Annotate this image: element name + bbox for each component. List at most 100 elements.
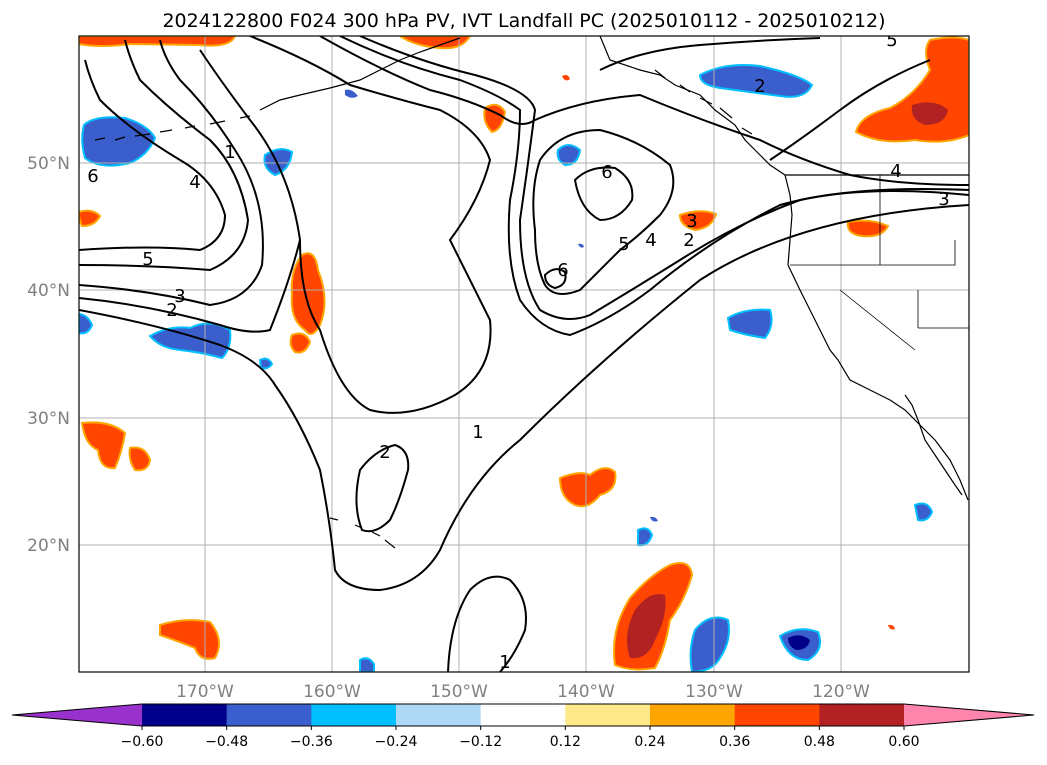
contour-label: 6 (601, 162, 612, 183)
lon-label: 150°W (430, 682, 488, 702)
contour-label: 4 (890, 161, 901, 182)
contour-label: 4 (645, 230, 656, 251)
pv-contours (79, 36, 969, 672)
contour-label: 5 (618, 234, 629, 255)
colorbar-bin (480, 704, 566, 726)
colorbar-bin (311, 704, 397, 726)
strong-negative-anomaly (788, 635, 810, 650)
contour-label: 2 (683, 230, 694, 251)
colorbar-tick-label: −0.48 (205, 734, 248, 750)
colorbar-tick-label: 0.60 (888, 734, 919, 750)
state-borders (790, 175, 969, 351)
hawaii-islands (329, 517, 396, 549)
contour-label: 2 (379, 442, 390, 463)
contour-label: 6 (557, 260, 568, 281)
contour-label: 3 (174, 286, 185, 307)
contour-label: 3 (938, 189, 949, 210)
alaska-coastline (259, 37, 461, 111)
pv-contour-3 (79, 49, 302, 333)
positive-anomaly (888, 624, 895, 630)
contour-label: 6 (87, 166, 98, 187)
positive-anomaly (80, 421, 127, 470)
pv-contour-6-south (543, 268, 567, 290)
colorbar: −0.60 −0.48 −0.36 −0.24 −0.12 0.12 0.24 0.36 0.4… (11, 703, 1035, 750)
positive-anomaly (678, 210, 718, 232)
colorbar-bin (819, 704, 905, 726)
pv-contour-jet (319, 36, 969, 186)
map-frame (78, 35, 970, 673)
figure-title: 2024122800 F024 300 hPa PV, IVT Landfall… (162, 10, 885, 32)
lon-labels: 170°W 160°W 150°W 140°W 130°W 120°W (176, 682, 870, 702)
contour-label: 4 (189, 172, 200, 193)
positive-anomaly (79, 36, 237, 47)
positive-anomaly (128, 446, 152, 472)
strong-positive-anomaly (911, 102, 948, 125)
positive-anomaly (79, 209, 102, 228)
positive-anomaly (483, 103, 507, 134)
lon-label: 130°W (685, 682, 743, 702)
negative-anomaly (258, 357, 274, 370)
negative-anomaly (345, 89, 358, 98)
pv-contour-ridge (532, 128, 675, 295)
positive-anomaly (290, 252, 326, 335)
colorbar-bin (226, 704, 312, 726)
pv-contour-1-south (447, 575, 527, 672)
colorbar-tick-label: −0.60 (121, 734, 164, 750)
colorbar-tick-label: 0.12 (550, 734, 581, 750)
contour-label: 5 (142, 249, 153, 270)
negative-anomaly (698, 64, 814, 98)
contour-label: 1 (472, 422, 483, 443)
pv-contour-labels: 1 6 4 5 3 2 6 6 5 4 2 3 3 4 2 5 1 2 1 (87, 30, 949, 673)
canada-islands (654, 69, 753, 135)
colorbar-bin (142, 704, 228, 726)
lon-label: 170°W (176, 682, 234, 702)
contour-label: 1 (224, 142, 235, 163)
pv-contour-2-loop (355, 443, 410, 533)
colorbar-tick-label: 0.24 (634, 734, 665, 750)
north-america-coastline (599, 36, 969, 501)
contour-label: 1 (499, 652, 510, 673)
negative-anomaly (79, 312, 94, 335)
pv-contour-2 (79, 204, 969, 592)
lat-label: 40°N (27, 281, 70, 301)
colorbar-tick-label: −0.36 (290, 734, 333, 750)
pv-contour-upper (599, 37, 931, 161)
pc-shading (79, 36, 969, 672)
positive-anomaly (562, 75, 570, 81)
colorbar-tick-label: 0.36 (719, 734, 750, 750)
positive-anomaly (159, 619, 220, 660)
lon-label: 140°W (557, 682, 615, 702)
negative-anomaly (556, 144, 582, 167)
contour-label: 3 (686, 211, 697, 232)
lon-label: 120°W (812, 682, 870, 702)
map-content: 1 6 4 5 3 2 6 6 5 4 2 3 3 4 2 5 1 2 1 (79, 30, 969, 673)
lat-label: 20°N (27, 536, 70, 556)
positive-anomaly (398, 36, 472, 50)
lon-label: 160°W (303, 682, 361, 702)
negative-anomaly (263, 148, 294, 177)
colorbar-tick-label: 0.48 (804, 734, 835, 750)
pv-contour-jet-3 (359, 36, 969, 320)
positive-anomaly (846, 219, 890, 238)
positive-anomaly (558, 467, 617, 508)
lat-labels: 50°N 40°N 30°N 20°N (27, 154, 70, 556)
pv-contour-jet-2 (339, 36, 969, 337)
negative-anomaly (359, 657, 375, 672)
lat-label: 50°N (27, 154, 70, 174)
pv-contour-5 (79, 39, 250, 272)
colorbar-bin (734, 704, 820, 726)
pv-contour-1 (249, 36, 492, 414)
pv-contour-6-inner (573, 166, 634, 222)
positive-anomaly (289, 332, 312, 354)
colorbar-extend-min (12, 704, 142, 726)
coastlines (94, 36, 969, 549)
contour-label: 5 (886, 30, 897, 51)
negative-anomaly (689, 616, 730, 672)
negative-anomaly (650, 516, 658, 522)
negative-anomaly (726, 308, 773, 340)
map-background (79, 36, 969, 672)
colorbar-extend-max (904, 704, 1034, 726)
baja-coastline (904, 394, 963, 496)
pv-contour-4 (79, 39, 264, 307)
